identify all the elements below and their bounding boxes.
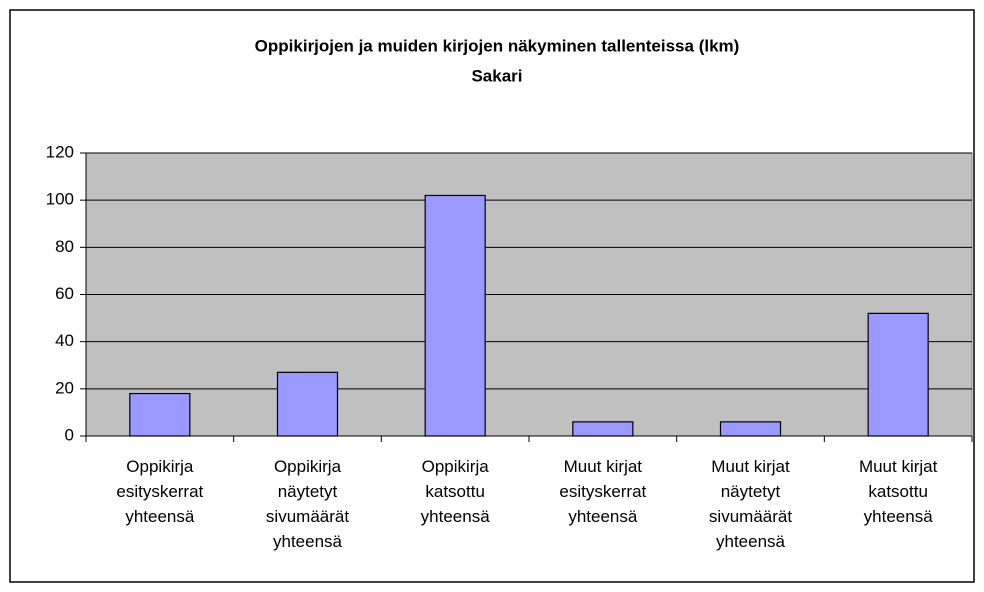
y-tick-label: 20 (55, 378, 74, 397)
bar (572, 421, 634, 437)
bar (129, 392, 191, 437)
y-tick-label: 60 (55, 284, 74, 303)
y-tick-label: 120 (46, 142, 74, 161)
bar (424, 194, 486, 437)
bar (719, 421, 782, 437)
y-tick-label: 0 (65, 425, 74, 444)
x-tick-label: Oppikirja katsottu yhteensä (420, 457, 490, 526)
bar (276, 371, 339, 437)
y-tick-label: 100 (46, 190, 74, 209)
x-tick-label: Muut kirjat näytetyt sivumäärät yhteensä (708, 457, 793, 551)
chart-title: Oppikirjojen ja muiden kirjojen näkymine… (255, 36, 740, 55)
bar (867, 312, 929, 437)
x-tick-label: Muut kirjat katsottu yhteensä (858, 457, 938, 526)
y-tick-label: 80 (55, 237, 74, 256)
chart-subtitle: Sakari (471, 66, 522, 85)
x-tick-label: Oppikirja näytetyt sivumäärät yhteensä (265, 457, 350, 551)
x-tick-label: Muut kirjat esityskerrat yhteensä (559, 457, 647, 526)
y-tick-label: 40 (55, 331, 74, 350)
x-tick-label: Oppikirja esityskerrat yhteensä (116, 457, 204, 526)
